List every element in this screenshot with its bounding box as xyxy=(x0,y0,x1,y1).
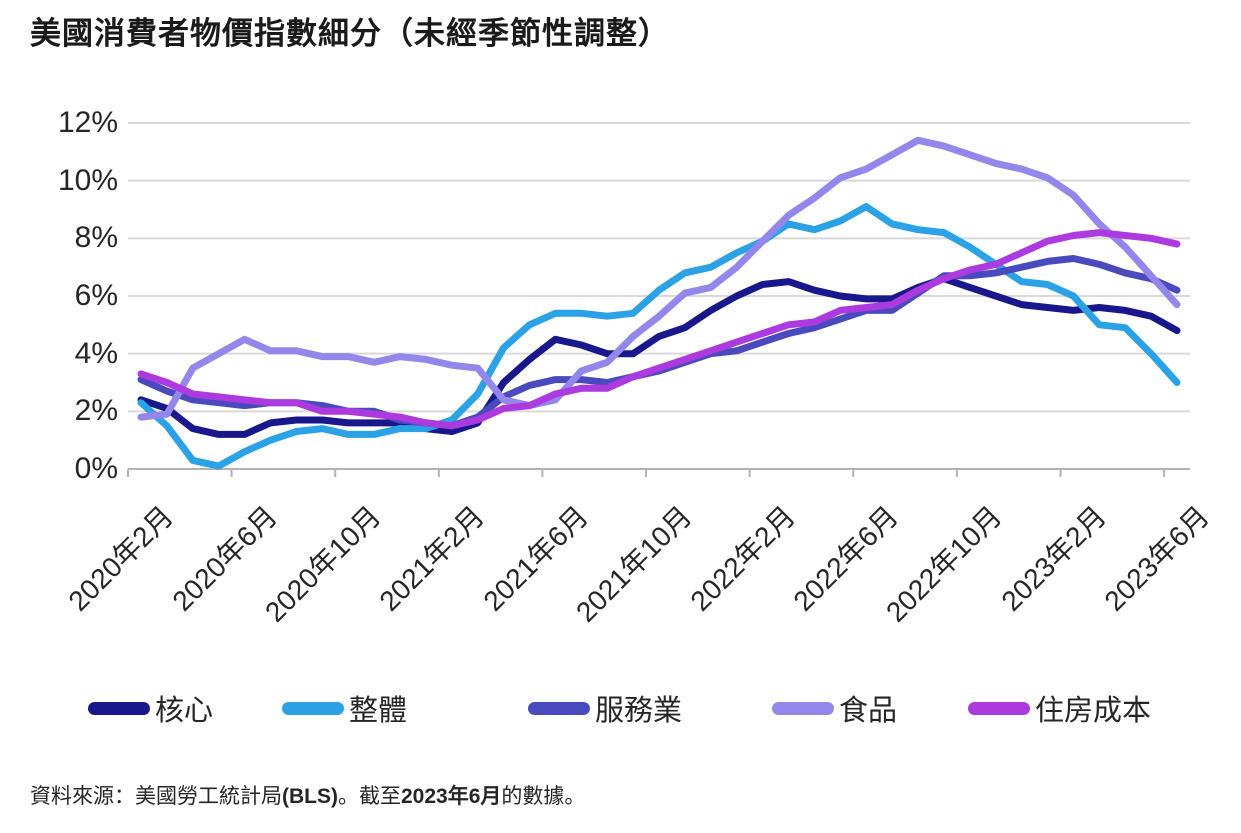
legend-item-food: 食品 xyxy=(772,686,897,730)
source-note-segment-1: (BLS) xyxy=(282,785,338,808)
legend-label-housing: 住房成本 xyxy=(1035,695,1152,727)
legend-item-services: 服務業 xyxy=(528,686,682,730)
source-note-segment-3: 2023年6月 xyxy=(401,785,502,808)
legend-label-headline: 整體 xyxy=(349,695,408,727)
y-tick-label-10pct: 10% xyxy=(57,163,118,197)
source-note: 資料來源：美國勞工統計局(BLS)。截至2023年6月的數據。 xyxy=(30,780,585,810)
source-note-segment-4: 的數據。 xyxy=(501,785,586,808)
chart-title: 美國消費者物價指數細分（未經季節性調整） xyxy=(30,16,670,51)
y-tick-label-4pct: 4% xyxy=(74,336,118,370)
chart-legend: 核心 整體 服務業 食品 住房成本 xyxy=(0,686,1241,730)
legend-swatch-food xyxy=(772,701,834,715)
series-line-core xyxy=(137,275,1181,438)
legend-swatch-headline xyxy=(282,701,344,715)
legend-item-housing: 住房成本 xyxy=(968,686,1151,730)
source-note-segment-2: 。截至 xyxy=(338,785,401,808)
legend-label-food: 食品 xyxy=(839,695,898,727)
source-note-segment-0: 資料來源：美國勞工統計局 xyxy=(30,785,282,808)
y-tick-label-6pct: 6% xyxy=(74,279,118,312)
series-line-food xyxy=(137,136,1181,421)
y-tick-label-8pct: 8% xyxy=(74,221,118,255)
legend-label-core: 核心 xyxy=(155,695,214,727)
series-line-housing xyxy=(137,229,1181,430)
y-tick-label-12pct: 12% xyxy=(57,106,118,139)
legend-swatch-housing xyxy=(968,701,1030,715)
legend-item-headline: 整體 xyxy=(282,686,407,730)
legend-swatch-core xyxy=(88,701,150,715)
legend-item-core: 核心 xyxy=(88,686,213,730)
y-tick-label-2pct: 2% xyxy=(74,394,118,428)
legend-swatch-services xyxy=(528,701,590,715)
y-tick-label-0pct: 0% xyxy=(74,452,118,485)
legend-label-services: 服務業 xyxy=(595,695,683,727)
